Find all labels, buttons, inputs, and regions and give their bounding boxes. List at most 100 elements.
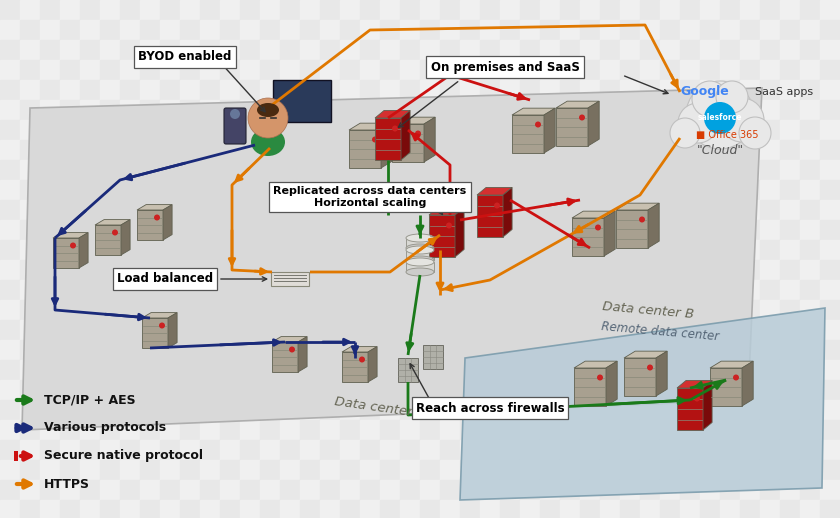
Bar (440, 440, 460, 460)
Bar (180, 220, 200, 240)
Bar (760, 80, 780, 100)
Bar (620, 280, 640, 300)
Bar (620, 360, 640, 380)
Bar (600, 420, 620, 440)
Bar (120, 420, 140, 440)
Bar (780, 40, 800, 60)
Bar (700, 120, 720, 140)
Bar (720, 220, 740, 240)
Bar (820, 440, 840, 460)
Bar (120, 240, 140, 260)
Bar (280, 280, 300, 300)
Polygon shape (142, 318, 168, 348)
Bar (440, 360, 460, 380)
Bar (406, 250, 434, 260)
Bar (520, 360, 540, 380)
Bar (500, 40, 520, 60)
Bar (740, 20, 760, 40)
Bar (20, 300, 40, 320)
Bar (80, 500, 100, 518)
Bar (300, 200, 320, 220)
Ellipse shape (406, 234, 434, 242)
Bar (320, 360, 340, 380)
Bar (406, 238, 434, 248)
Bar (660, 60, 680, 80)
Bar (120, 20, 140, 40)
Bar (200, 200, 220, 220)
Bar (60, 460, 80, 480)
Bar (280, 80, 300, 100)
Bar (460, 200, 480, 220)
Bar (420, 260, 440, 280)
Bar (380, 460, 400, 480)
Bar (80, 140, 100, 160)
Bar (220, 380, 240, 400)
Bar (120, 400, 140, 420)
Bar (740, 400, 760, 420)
Bar (700, 260, 720, 280)
Bar (460, 20, 480, 40)
Bar (260, 20, 280, 40)
Bar (120, 200, 140, 220)
Bar (60, 200, 80, 220)
Bar (740, 260, 760, 280)
Bar (700, 340, 720, 360)
Bar (460, 420, 480, 440)
Bar (640, 440, 660, 460)
Circle shape (154, 214, 160, 221)
Bar (400, 260, 420, 280)
Bar (100, 220, 120, 240)
Bar (180, 300, 200, 320)
Bar (780, 360, 800, 380)
Bar (720, 120, 740, 140)
Bar (540, 400, 560, 420)
Bar (80, 420, 100, 440)
Bar (560, 280, 580, 300)
Bar (40, 240, 60, 260)
Bar (440, 120, 460, 140)
Bar (660, 500, 680, 518)
Bar (340, 40, 360, 60)
Bar (160, 300, 180, 320)
Polygon shape (392, 124, 424, 162)
Bar (60, 420, 80, 440)
Bar (280, 420, 300, 440)
Polygon shape (710, 368, 742, 406)
Bar (780, 280, 800, 300)
Bar (820, 200, 840, 220)
Circle shape (704, 102, 736, 134)
Bar (200, 380, 220, 400)
Bar (280, 500, 300, 518)
Bar (740, 220, 760, 240)
Bar (820, 40, 840, 60)
Bar (80, 80, 100, 100)
Bar (120, 60, 140, 80)
Bar (220, 40, 240, 60)
Bar (420, 0, 440, 20)
Bar (540, 340, 560, 360)
Bar (200, 320, 220, 340)
Bar (680, 360, 700, 380)
Bar (40, 80, 60, 100)
Bar (0, 20, 20, 40)
Bar (300, 160, 320, 180)
Bar (580, 200, 600, 220)
Bar (320, 0, 340, 20)
Bar (20, 120, 40, 140)
Polygon shape (624, 351, 667, 358)
Text: BYOD enabled: BYOD enabled (139, 50, 232, 64)
Bar (40, 140, 60, 160)
Bar (360, 140, 380, 160)
Bar (740, 0, 760, 20)
Bar (160, 420, 180, 440)
Bar (0, 340, 20, 360)
Bar (180, 140, 200, 160)
Bar (640, 500, 660, 518)
Text: Replicated across data centers
Horizontal scaling: Replicated across data centers Horizonta… (273, 186, 467, 208)
Bar (0, 0, 20, 20)
Bar (300, 240, 320, 260)
Bar (760, 500, 780, 518)
Bar (40, 460, 60, 480)
Bar (800, 240, 820, 260)
Bar (820, 180, 840, 200)
